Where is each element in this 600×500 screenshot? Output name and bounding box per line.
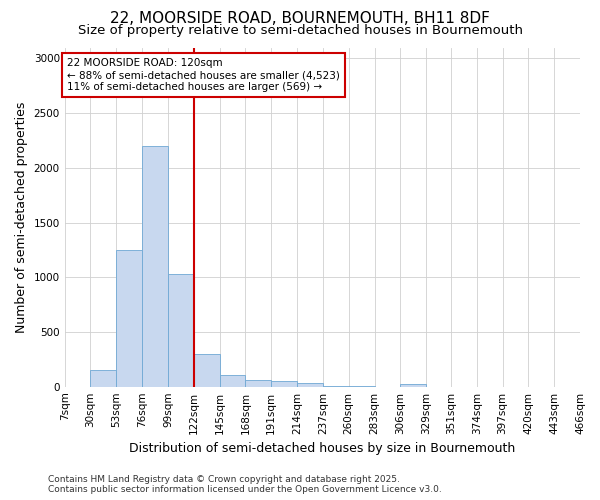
Bar <box>245 380 271 386</box>
Bar <box>142 146 168 386</box>
Bar <box>194 354 220 386</box>
Bar <box>168 274 194 386</box>
Bar <box>116 250 142 386</box>
Bar <box>297 384 323 386</box>
Text: Size of property relative to semi-detached houses in Bournemouth: Size of property relative to semi-detach… <box>77 24 523 37</box>
Bar <box>220 374 245 386</box>
Text: Contains HM Land Registry data © Crown copyright and database right 2025.
Contai: Contains HM Land Registry data © Crown c… <box>48 474 442 494</box>
Text: 22, MOORSIDE ROAD, BOURNEMOUTH, BH11 8DF: 22, MOORSIDE ROAD, BOURNEMOUTH, BH11 8DF <box>110 11 490 26</box>
Bar <box>271 381 297 386</box>
Bar <box>400 384 426 386</box>
Text: 22 MOORSIDE ROAD: 120sqm
← 88% of semi-detached houses are smaller (4,523)
11% o: 22 MOORSIDE ROAD: 120sqm ← 88% of semi-d… <box>67 58 340 92</box>
Y-axis label: Number of semi-detached properties: Number of semi-detached properties <box>15 102 28 333</box>
X-axis label: Distribution of semi-detached houses by size in Bournemouth: Distribution of semi-detached houses by … <box>129 442 515 455</box>
Bar <box>91 370 116 386</box>
